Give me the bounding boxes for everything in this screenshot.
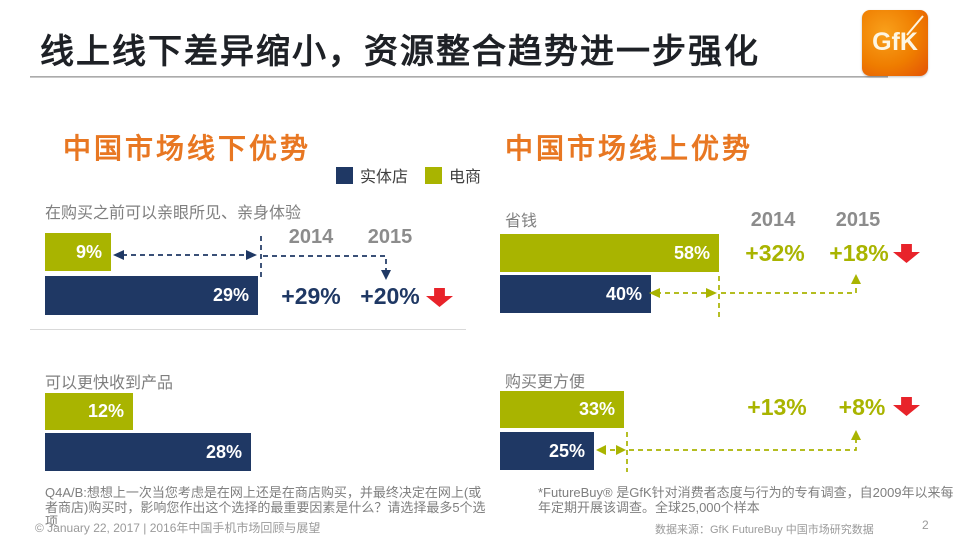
legend-swatch-store <box>336 166 353 184</box>
question-label-online-save-money: 省钱 <box>505 213 538 230</box>
question-label-offline-delivery: 可以更快收到产品 <box>45 375 174 392</box>
gap-annotation-save-money <box>649 274 861 318</box>
legend-label-store: 实体店 <box>360 169 409 186</box>
year-header-2015-offline: 2015 <box>367 226 413 248</box>
question-label-offline-experience: 在购买之前可以亲眼所见、亲身体验 <box>45 205 302 222</box>
trend-down-arrow-save-money <box>893 244 920 263</box>
gap-annotation-offline <box>113 236 391 281</box>
bar-value-label: 40% <box>605 283 642 304</box>
footnote-question-source: Q4A/B:想想上一次当您考虑是在网上还是在商店购买，并最终决定在网上(或者商店… <box>45 485 486 530</box>
bar-value-label: 33% <box>578 399 615 419</box>
gap-change-2014-offline: +29% <box>281 283 341 309</box>
footer-date-title: © January 22, 2017 | 2016年中国手机市场回顾与展望 <box>35 521 321 535</box>
gap-change-2014-save-money: +32% <box>745 240 805 266</box>
gap-change-2015-convenience: +8% <box>838 394 886 420</box>
legend-label-ecommerce: 电商 <box>449 169 482 186</box>
bar-ecommerce-offline-delivery: 12% <box>45 393 133 430</box>
bar-value-label: 9% <box>75 241 102 262</box>
bar-value-label: 29% <box>212 285 249 305</box>
section-title-online: 中国市场线上优势 <box>505 133 754 164</box>
gap-change-2015-save-money: +18% <box>829 240 889 266</box>
row-divider <box>30 329 466 330</box>
legend: 实体店 电商 <box>336 163 491 187</box>
bar-store-offline-delivery: 28% <box>45 433 251 471</box>
question-label-online-convenience: 购买更方便 <box>505 374 586 391</box>
year-header-2015-online: 2015 <box>835 209 881 231</box>
section-title-offline: 中国市场线下优势 <box>63 133 312 164</box>
bar-ecommerce-online-save-money: 58% <box>500 234 719 272</box>
bar-ecommerce-offline-experience: 9% <box>45 233 111 271</box>
bar-store-offline-experience: 29% <box>45 276 258 315</box>
bar-value-label: 12% <box>87 401 124 421</box>
footnote-futurebuy: *FutureBuy® 是GfK针对消费者态度与行为的专有调查，自2009年以来… <box>538 485 954 515</box>
legend-swatch-ecommerce <box>425 166 443 184</box>
footer-data-source: 数据来源：GfK FutureBuy 中国市场研究数据 <box>655 524 874 536</box>
bar-store-online-convenience: 25% <box>500 432 594 470</box>
bar-value-label: 25% <box>548 440 585 461</box>
bar-ecommerce-online-convenience: 33% <box>500 391 624 428</box>
gap-change-2015-offline: +20% <box>360 283 420 309</box>
gap-change-2014-convenience: +13% <box>747 394 807 420</box>
gap-annotation-convenience <box>596 430 861 472</box>
bar-value-label: 28% <box>205 441 242 462</box>
page-number: 2 <box>922 518 929 532</box>
bar-store-online-save-money: 40% <box>500 275 651 313</box>
title-divider <box>30 76 888 78</box>
logo-growth-line-icon <box>906 15 924 36</box>
gfk-logo: GfK <box>862 10 928 76</box>
logo-text: GfK <box>872 28 918 56</box>
slide-title: 线上线下差异缩小，资源整合趋势进一步强化 <box>40 33 760 71</box>
year-header-2014-online: 2014 <box>750 209 796 231</box>
bar-value-label: 58% <box>673 242 710 263</box>
trend-down-arrow-offline <box>426 288 453 307</box>
year-header-2014-offline: 2014 <box>288 226 334 248</box>
